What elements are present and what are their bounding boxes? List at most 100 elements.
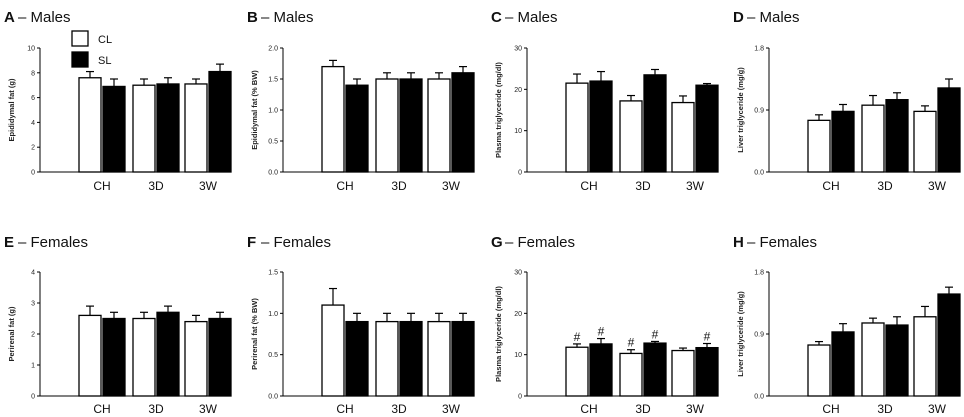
bar-sl-ch xyxy=(589,80,613,173)
panel-e: E – Females Perirenal fat (g) 0 1 2 3 4 CH 3D 3W xyxy=(4,234,232,416)
panel-letter: C xyxy=(491,9,502,26)
y-tick-label: 8 xyxy=(31,70,35,77)
bar-sl-3w xyxy=(695,84,719,173)
y-tick-label: 2 xyxy=(31,145,35,152)
bar-sl-ch xyxy=(831,331,855,397)
bar-sl-3w xyxy=(695,346,719,397)
bar-sl-3d xyxy=(399,78,423,173)
y-tick-label: 10 xyxy=(514,352,522,359)
panel-letter: A xyxy=(4,9,15,26)
y-tick-label: 0.9 xyxy=(754,332,764,339)
bar-cl-ch xyxy=(78,77,102,173)
category-label: 3D xyxy=(635,402,651,416)
panel-letter: G xyxy=(491,234,503,251)
bar-sl-3d xyxy=(885,99,909,173)
y-tick-label: 0 xyxy=(518,394,522,401)
category-label: 3W xyxy=(928,179,947,193)
panel-title: – Males xyxy=(505,9,558,26)
y-tick-label: 0.5 xyxy=(268,352,278,359)
legend-label-cl: CL xyxy=(98,34,112,46)
y-tick-label: 4 xyxy=(31,120,35,127)
panel-letter: F xyxy=(247,234,256,251)
panel-title: – Males xyxy=(747,9,800,26)
y-tick-label: 0.0 xyxy=(754,170,764,177)
y-tick-label: 10 xyxy=(514,128,522,135)
bar-sl-3w xyxy=(208,70,232,173)
bar-sl-ch xyxy=(589,343,613,397)
category-label: 3D xyxy=(148,402,164,416)
bar-sl-ch xyxy=(345,320,369,397)
category-label: 3W xyxy=(686,179,705,193)
y-tick-label: 1 xyxy=(31,363,35,370)
bar-cl-3w xyxy=(184,83,208,173)
bar-cl-ch xyxy=(807,344,831,397)
bar-cl-3w xyxy=(671,349,695,397)
bar-sl-3w xyxy=(937,293,961,397)
bar-cl-ch xyxy=(565,346,589,397)
y-tick-label: 0.5 xyxy=(268,139,278,146)
panel-title: – Females xyxy=(261,234,331,251)
panel-letter: H xyxy=(733,234,744,251)
category-label: CH xyxy=(93,179,110,193)
panel-title: – Females xyxy=(747,234,817,251)
panel-a: A – Males Epididymal fat (g) 0 2 4 6 8 10 CH 3D 3W C… xyxy=(4,9,232,193)
category-label: 3W xyxy=(928,402,947,416)
y-tick-label: 0.0 xyxy=(268,394,278,401)
y-tick-label: 20 xyxy=(514,87,522,94)
panel-d: D – Males Liver triglyceride (mg/g) 0.0 0.9 1… xyxy=(733,9,961,193)
category-label: CH xyxy=(580,402,597,416)
y-tick-label: 1.0 xyxy=(268,311,278,318)
significance-mark: # xyxy=(704,330,711,344)
y-tick-label: 0.0 xyxy=(268,170,278,177)
y-tick-label: 1.8 xyxy=(754,46,764,53)
bar-sl-3d xyxy=(399,320,423,397)
y-axis-label: Liver triglyceride (mg/g) xyxy=(736,67,745,153)
y-axis-label: Epididymal fat (g) xyxy=(7,78,16,141)
panel-f: F – Females Perirenal fat (% BW) 0.0 0.5 1.0 1… xyxy=(247,234,475,416)
y-axis-label: Liver triglyceride (mg/g) xyxy=(736,291,745,377)
y-axis-label: Perirenal fat (g) xyxy=(7,306,16,362)
bar-sl-3d xyxy=(156,83,180,173)
y-tick-label: 0.0 xyxy=(754,394,764,401)
significance-mark: # xyxy=(574,330,581,344)
category-label: 3D xyxy=(877,402,893,416)
y-tick-label: 4 xyxy=(31,270,35,277)
y-tick-label: 6 xyxy=(31,95,35,102)
panel-title: – Females xyxy=(18,234,88,251)
bar-sl-3w xyxy=(937,87,961,173)
y-axis-label: Plasma triglyceride (mg/dl) xyxy=(494,286,503,382)
bar-sl-3d xyxy=(885,324,909,397)
bar-cl-ch xyxy=(321,65,345,173)
y-tick-label: 0 xyxy=(31,394,35,401)
panel-h: H – Females Liver triglyceride (mg/g) 0.0 0.… xyxy=(733,234,961,416)
y-tick-label: 0 xyxy=(518,170,522,177)
y-tick-label: 0.9 xyxy=(754,108,764,115)
bar-sl-3w xyxy=(451,72,475,173)
category-label: 3W xyxy=(199,402,218,416)
bar-sl-3d xyxy=(643,74,667,173)
panel-letter: D xyxy=(733,9,744,26)
category-label: CH xyxy=(580,179,597,193)
bar-cl-3d xyxy=(861,322,885,397)
y-tick-label: 1.0 xyxy=(268,108,278,115)
y-tick-label: 30 xyxy=(514,270,522,277)
category-label: CH xyxy=(336,179,353,193)
bar-cl-ch xyxy=(565,82,589,173)
bar-sl-3d xyxy=(643,342,667,397)
y-axis-label: Plasma triglyceride (mg/dl) xyxy=(494,62,503,158)
panel-c: C – Males Plasma triglyceride (mg/dl) 0 10 20… xyxy=(491,9,719,193)
panel-title: – Males xyxy=(261,9,314,26)
bar-sl-ch xyxy=(831,110,855,173)
y-axis-label: Perirenal fat (% BW) xyxy=(250,298,259,370)
bar-sl-3w xyxy=(208,317,232,397)
category-label: 3W xyxy=(442,179,461,193)
bar-cl-3d xyxy=(132,84,156,173)
category-label: CH xyxy=(336,402,353,416)
bar-sl-ch xyxy=(102,85,126,173)
bar-cl-3d xyxy=(375,320,399,397)
legend: CL SL xyxy=(71,30,112,68)
bar-cl-3d xyxy=(619,100,643,173)
category-label: 3D xyxy=(877,179,893,193)
y-tick-label: 1.8 xyxy=(754,270,764,277)
